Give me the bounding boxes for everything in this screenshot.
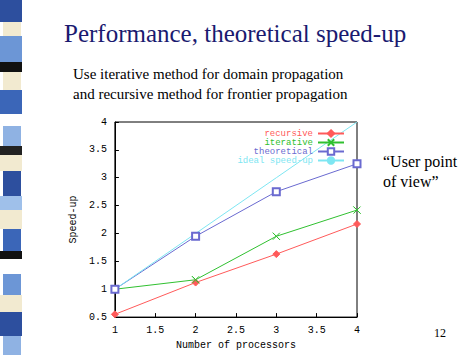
svg-text:2: 2	[101, 228, 107, 239]
svg-text:Speed-up: Speed-up	[68, 196, 79, 244]
html-text:12: 12	[434, 326, 446, 340]
svg-text:4: 4	[354, 325, 360, 336]
svg-text:3.5: 3.5	[308, 325, 326, 336]
html-text:Use iterative method for domai: Use iterative method for domain propagat…	[73, 66, 344, 82]
svg-text:2: 2	[193, 325, 199, 336]
svg-text:recursive: recursive	[264, 128, 313, 139]
svg-text:theoretical: theoretical	[253, 146, 313, 157]
svg-text:2.5: 2.5	[227, 325, 245, 336]
html-text:and recursive method for front: and recursive method for frontier propag…	[73, 86, 348, 102]
svg-text:1: 1	[101, 284, 107, 295]
svg-text:Number of processors: Number of processors	[176, 340, 296, 351]
svg-text:3.5: 3.5	[89, 144, 107, 155]
svg-text:4: 4	[101, 117, 107, 128]
svg-text:1.5: 1.5	[89, 256, 107, 267]
svg-text:1.5: 1.5	[146, 325, 164, 336]
html-text:“User point of view”: “User point of view”	[383, 153, 458, 190]
svg-text:1: 1	[112, 325, 118, 336]
svg-text:ideal speed-up: ideal speed-up	[237, 156, 313, 166]
svg-text:iterative: iterative	[264, 137, 313, 148]
svg-text:0.5: 0.5	[89, 312, 107, 323]
html-text:Performance, theoretical speed: Performance, theoretical speed-up	[64, 20, 407, 47]
svg-text:3: 3	[273, 325, 279, 336]
svg-text:2.5: 2.5	[89, 200, 107, 211]
svg-text:3: 3	[101, 172, 107, 183]
